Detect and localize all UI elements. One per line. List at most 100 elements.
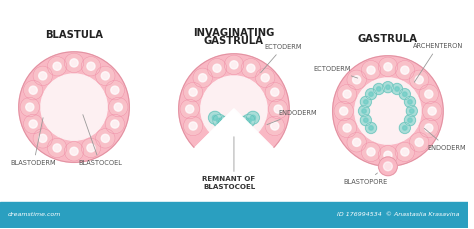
Circle shape [255,68,275,87]
Circle shape [364,118,368,122]
Circle shape [222,120,227,125]
Circle shape [29,120,37,128]
Text: ENDODERM: ENDODERM [267,110,317,125]
Circle shape [365,89,376,100]
Circle shape [399,123,410,134]
Circle shape [422,101,442,121]
Circle shape [101,72,109,80]
Text: GASTRULA: GASTRULA [204,36,264,46]
Circle shape [105,80,125,100]
Circle shape [183,82,203,102]
Circle shape [81,138,100,158]
Circle shape [339,107,348,115]
Circle shape [415,76,423,84]
Circle shape [101,134,109,142]
Circle shape [383,82,393,93]
Circle shape [47,138,67,158]
Bar [0,202,468,228]
Circle shape [347,133,366,152]
Text: ID 176994534  © Anastaslia Krasavina: ID 176994534 © Anastaslia Krasavina [337,212,460,217]
Circle shape [271,122,279,130]
Circle shape [19,52,129,162]
Circle shape [410,70,429,90]
Circle shape [261,74,269,82]
Circle shape [111,120,119,128]
Circle shape [64,53,84,73]
Circle shape [213,64,221,72]
Circle shape [365,123,376,134]
Circle shape [217,118,222,123]
Text: ECTODERM: ECTODERM [313,66,358,78]
Circle shape [87,62,95,70]
Circle shape [347,70,366,90]
Circle shape [360,96,372,107]
Text: ENDODERM: ENDODERM [424,128,466,151]
Circle shape [401,66,409,74]
Circle shape [96,66,115,86]
Circle shape [361,142,381,162]
Circle shape [378,146,398,165]
Circle shape [358,106,370,117]
Circle shape [241,120,246,125]
Circle shape [105,114,125,134]
Circle shape [224,118,237,131]
Circle shape [373,83,384,95]
Text: BLASTOCOEL: BLASTOCOEL [78,115,122,166]
Circle shape [183,116,203,136]
Circle shape [39,134,47,142]
Circle shape [207,58,227,78]
Circle shape [410,109,414,113]
Circle shape [401,148,409,156]
Circle shape [70,147,78,155]
Circle shape [186,105,194,113]
Circle shape [386,85,390,89]
Text: GASTRULA: GASTRULA [358,34,418,44]
Circle shape [41,74,107,140]
Wedge shape [193,109,275,167]
Circle shape [367,148,375,156]
Text: INVAGINATING: INVAGINATING [193,28,274,38]
Text: dreamstime.com: dreamstime.com [8,212,61,217]
Circle shape [246,118,251,123]
Circle shape [334,101,354,121]
Circle shape [408,118,412,122]
Circle shape [235,121,240,127]
Circle shape [193,68,212,87]
Circle shape [96,129,115,148]
Circle shape [395,60,415,80]
Circle shape [53,62,61,70]
Circle shape [29,86,37,94]
Circle shape [265,116,284,136]
Circle shape [189,88,197,96]
Circle shape [224,55,244,75]
Circle shape [23,114,43,134]
Circle shape [410,133,429,152]
Circle shape [404,96,416,107]
Circle shape [399,89,410,100]
Circle shape [384,151,392,159]
Circle shape [353,138,361,146]
Wedge shape [193,109,275,167]
Circle shape [230,61,238,69]
Circle shape [343,90,351,98]
Circle shape [362,109,366,113]
Circle shape [70,59,78,67]
Circle shape [402,126,407,130]
Circle shape [419,118,438,138]
Circle shape [64,142,84,161]
Circle shape [179,54,289,164]
Circle shape [39,72,47,80]
Circle shape [213,114,226,127]
Circle shape [265,82,284,102]
Circle shape [408,100,412,104]
Circle shape [201,76,267,142]
Circle shape [428,107,436,115]
Circle shape [415,138,423,146]
Circle shape [237,117,250,129]
Circle shape [212,115,218,120]
Circle shape [218,117,231,129]
Circle shape [395,87,399,91]
Circle shape [425,90,433,98]
Text: BLASTODERM: BLASTODERM [11,118,56,166]
Circle shape [337,85,357,104]
